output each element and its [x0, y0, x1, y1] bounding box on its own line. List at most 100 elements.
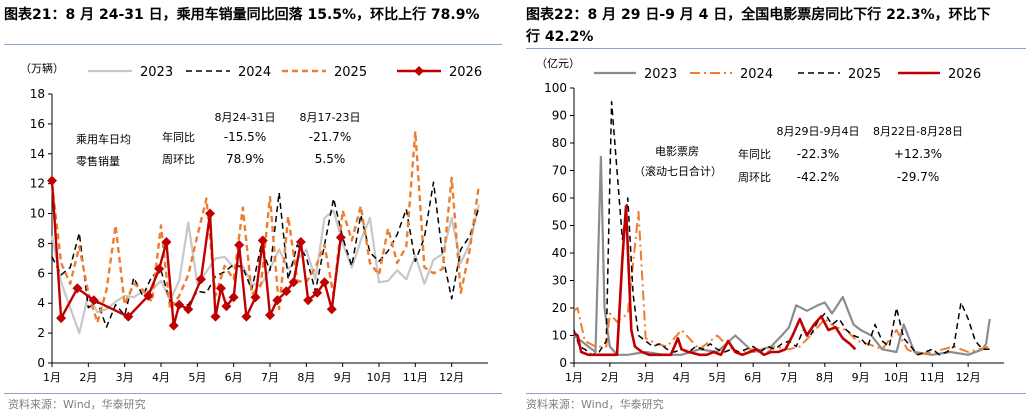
table-row-label: 周环比: [738, 171, 771, 184]
y-tick-label: 30: [552, 274, 567, 288]
unit-label: （亿元）: [536, 57, 580, 70]
data-point: [234, 239, 245, 250]
data-point: [205, 208, 216, 219]
y-tick-label: 90: [552, 109, 567, 123]
box-label-line1: 电影票房: [655, 145, 699, 158]
x-tick-label: 9月: [852, 371, 870, 384]
y-tick-label: 6: [37, 266, 45, 280]
data-point: [326, 304, 337, 315]
y-tick-label: 100: [544, 81, 567, 95]
data-point: [88, 295, 99, 306]
x-tick-label: 7月: [780, 371, 798, 384]
x-tick-label: 5月: [188, 371, 206, 384]
x-tick-label: 10月: [367, 371, 392, 384]
table-col1-header: 8月24-31日: [215, 111, 276, 124]
x-tick-label: 8月: [816, 371, 834, 384]
x-tick-label: 4月: [673, 371, 691, 384]
y-tick-label: 2: [37, 326, 45, 340]
legend-label: 2026: [948, 67, 981, 82]
left-source: 资料来源：Wind，华泰研究: [8, 398, 146, 411]
table-value: -15.5%: [224, 130, 266, 144]
y-tick-label: 40: [552, 246, 567, 260]
table-col2-header: 8月22日-8月28日: [873, 125, 963, 138]
x-tick-label: 8月: [297, 371, 315, 384]
series-line-2023: [573, 155, 991, 356]
legend-label: 2026: [449, 65, 482, 80]
x-tick-label: 6月: [225, 371, 243, 384]
y-tick-label: 18: [30, 87, 45, 101]
right-title-rule: [526, 48, 1026, 49]
data-point: [250, 292, 261, 303]
table-value: +12.3%: [894, 147, 942, 161]
table-value: 5.5%: [315, 152, 346, 166]
x-tick-label: 2月: [601, 371, 619, 384]
table-col2-header: 8月17-23日: [300, 111, 361, 124]
table-value: -42.2%: [797, 170, 839, 184]
left-footer-rule: [4, 393, 502, 394]
y-tick-label: 10: [552, 329, 567, 343]
left-chart: 0 2 4 6 8 10 12 14 16 18 1月 2月 3月 4月 5月 6月 7月 8月 9月 10月 11月 1…: [20, 61, 488, 384]
y-tick-label: 4: [37, 296, 45, 310]
x-tick-label: 1月: [565, 371, 583, 384]
data-point: [228, 292, 239, 303]
right-chart-title-line1: 图表22：8 月 29 日-9 月 4 日，全国电影票房同比下行 22.3%，环…: [526, 7, 991, 23]
box-label-line2: （滚动七日合计）: [634, 164, 722, 178]
legend-label: 2024: [238, 65, 271, 80]
table-title-line2: 零售销量: [76, 154, 120, 168]
x-tick-label: 3月: [116, 371, 134, 384]
y-tick-label: 16: [30, 117, 45, 131]
data-point: [281, 286, 292, 297]
legend-label: 2025: [848, 67, 881, 82]
right-chart: 0 10 20 30 40 50 60 70 80 90 100 1月 2月 3月 4月 5月 6月 7月 8月 9月…: [536, 57, 1004, 384]
table-row-label: 年同比: [738, 147, 771, 161]
table-value: -29.7%: [897, 170, 939, 184]
table-col1-header: 8月29日-9月4日: [777, 125, 860, 138]
data-point: [183, 304, 194, 315]
left-title-rule: [4, 44, 502, 45]
x-tick-label: 5月: [708, 371, 726, 384]
data-point: [215, 283, 226, 294]
right-chart-title-line2: 行 42.2%: [526, 29, 594, 45]
y-tick-label: 50: [552, 219, 567, 233]
table-title-line1: 乘用车日均: [76, 132, 131, 146]
x-tick-label: 4月: [152, 371, 170, 384]
data-point: [47, 175, 57, 186]
data-point: [123, 311, 134, 322]
y-tick-label: 8: [37, 236, 45, 250]
table-row-label: 周环比: [162, 153, 195, 166]
y-tick-label: 0: [559, 356, 567, 370]
data-point: [295, 236, 306, 247]
right-footer-rule: [526, 393, 1026, 394]
data-point: [161, 236, 172, 247]
x-tick-label: 2月: [79, 371, 97, 384]
legend-label: 2023: [140, 65, 173, 80]
data-point: [174, 299, 185, 310]
x-tick-label: 1月: [43, 371, 61, 384]
table-value: -21.7%: [309, 130, 351, 144]
legend-marker: [414, 66, 424, 76]
data-point: [288, 277, 299, 288]
unit-label: （万辆）: [20, 61, 64, 75]
data-point: [265, 310, 275, 321]
y-tick-label: 80: [552, 136, 567, 150]
legend-label: 2024: [740, 67, 773, 82]
series-line-2025: [50, 130, 481, 324]
x-tick-label: 11月: [920, 371, 945, 384]
data-point: [168, 320, 179, 331]
data-point: [154, 263, 165, 274]
x-tick-label: 12月: [956, 371, 981, 384]
right-source: 资料来源：Wind，华泰研究: [526, 398, 664, 411]
data-point: [272, 295, 283, 306]
x-tick-label: 3月: [637, 371, 655, 384]
x-tick-label: 6月: [744, 371, 762, 384]
data-point: [257, 235, 268, 246]
data-point: [312, 287, 323, 298]
x-tick-label: 10月: [884, 371, 909, 384]
x-tick-label: 12月: [439, 371, 464, 384]
y-tick-label: 10: [30, 207, 45, 221]
series-line-2025: [573, 101, 990, 356]
data-point: [303, 295, 314, 306]
legend-label: 2025: [334, 65, 367, 80]
x-tick-label: 9月: [334, 371, 352, 384]
y-tick-label: 70: [552, 164, 567, 178]
